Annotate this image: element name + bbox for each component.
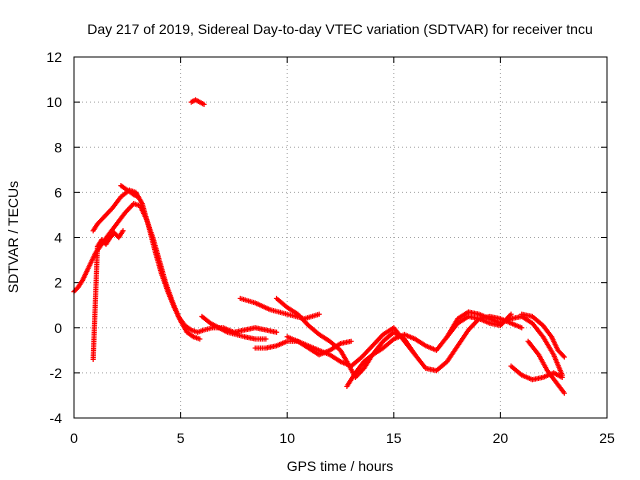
x-tick-label: 5 [177, 430, 185, 446]
series-arc-k [444, 309, 565, 378]
x-tick-label: 0 [70, 430, 78, 446]
data-point [201, 101, 207, 107]
series-arc-c [90, 228, 126, 362]
tick-labels: 0 5 10 15 20 25 -4 -2 0 2 4 6 8 10 12 [46, 49, 615, 446]
series-arc-m [519, 311, 567, 360]
y-tick-label: 2 [54, 275, 62, 291]
x-tick-label: 20 [493, 430, 509, 446]
x-tick-label: 15 [386, 430, 402, 446]
data-point [561, 390, 567, 396]
data-point [263, 336, 269, 342]
y-tick-label: 12 [46, 49, 62, 65]
series-arc-n [525, 338, 567, 396]
data-point [316, 311, 322, 317]
data-point [519, 325, 525, 331]
y-axis-label: SDTVAR / TECUs [5, 181, 21, 293]
y-tick-label: 10 [46, 94, 62, 110]
y-tick-label: 8 [54, 139, 62, 155]
data-point [412, 352, 418, 358]
data-point [273, 329, 280, 335]
data-point [120, 228, 126, 234]
x-tick-label: 10 [279, 430, 295, 446]
y-tick-label: -4 [50, 410, 63, 426]
plot-frame [73, 56, 608, 419]
data-point [560, 353, 566, 359]
chart-title: Day 217 of 2019, Sidereal Day-to-day VTE… [87, 21, 593, 37]
data-point [508, 311, 514, 317]
y-tick-label: -2 [50, 365, 63, 381]
series-arc-d [118, 183, 141, 200]
y-tick-label: 0 [54, 320, 62, 336]
x-axis-label: GPS time / hours [287, 458, 394, 474]
data-point [135, 194, 141, 200]
data-point [197, 336, 203, 342]
series-blip [188, 97, 207, 107]
data-point [348, 338, 354, 344]
data-marks [71, 97, 567, 396]
data-point [561, 354, 567, 360]
series-arc-i [284, 325, 418, 369]
y-tick-label: 6 [54, 184, 62, 200]
x-tick-label: 25 [599, 430, 615, 446]
y-tick-label: 4 [54, 230, 62, 246]
series-arc-e [199, 313, 269, 342]
series-arc-j [344, 311, 514, 390]
series-arc-b [90, 187, 203, 342]
data-point [559, 374, 565, 380]
